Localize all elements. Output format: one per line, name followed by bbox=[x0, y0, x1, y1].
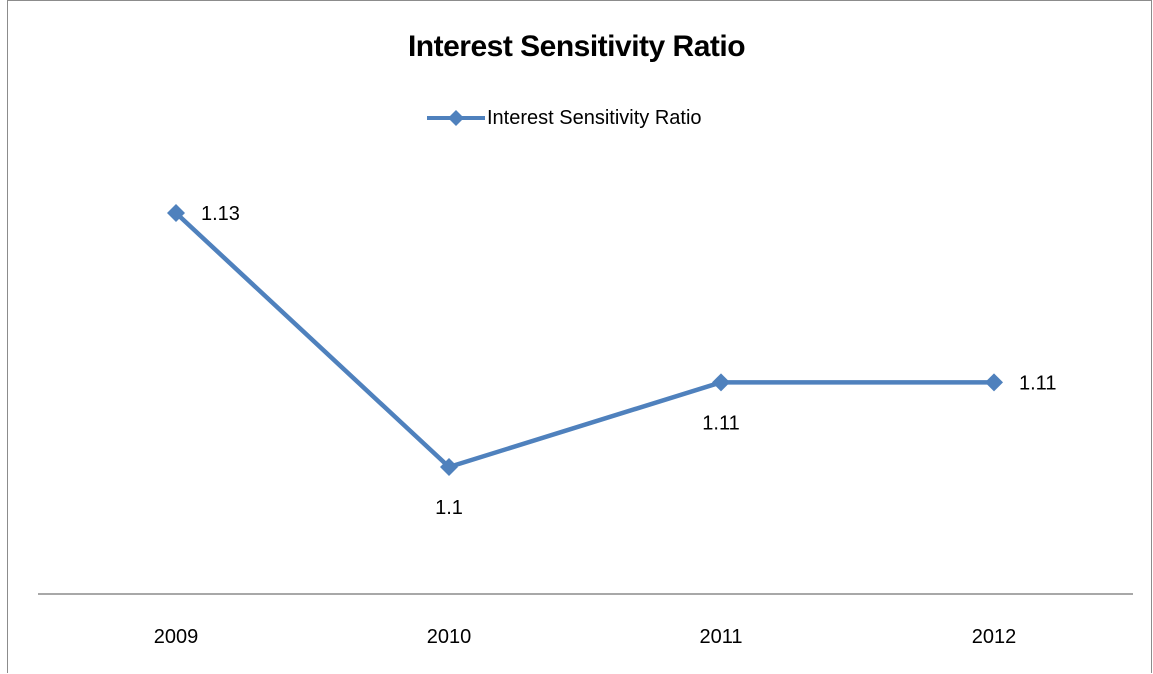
legend-label: Interest Sensitivity Ratio bbox=[487, 106, 702, 129]
chart-frame bbox=[7, 0, 1152, 673]
data-point-marker bbox=[985, 373, 1003, 392]
data-label: 1.1 bbox=[435, 497, 463, 519]
legend: Interest Sensitivity Ratio bbox=[427, 103, 702, 133]
x-tick-label: 2011 bbox=[699, 626, 742, 648]
data-point-marker bbox=[167, 204, 185, 222]
legend-swatch bbox=[427, 108, 487, 128]
x-tick-label: 2012 bbox=[972, 626, 1017, 648]
data-point-marker bbox=[440, 458, 458, 476]
ticks-layer: 2009 2010 2011 2012 bbox=[154, 626, 1017, 648]
data-label: 1.11 bbox=[702, 412, 739, 434]
x-tick-label: 2010 bbox=[427, 626, 472, 648]
chart-title: Interest Sensitivity Ratio bbox=[407, 30, 746, 63]
labels-layer: 1.13 1.1 1.11 1.11 bbox=[201, 203, 1056, 519]
data-point-marker bbox=[712, 373, 730, 392]
data-label: 1.13 bbox=[201, 203, 240, 225]
legend-swatch-icon bbox=[427, 110, 485, 126]
x-tick-label: 2009 bbox=[154, 626, 199, 648]
data-label: 1.11 bbox=[1019, 372, 1056, 394]
series-line bbox=[174, 211, 994, 470]
series-layer bbox=[167, 204, 1003, 476]
